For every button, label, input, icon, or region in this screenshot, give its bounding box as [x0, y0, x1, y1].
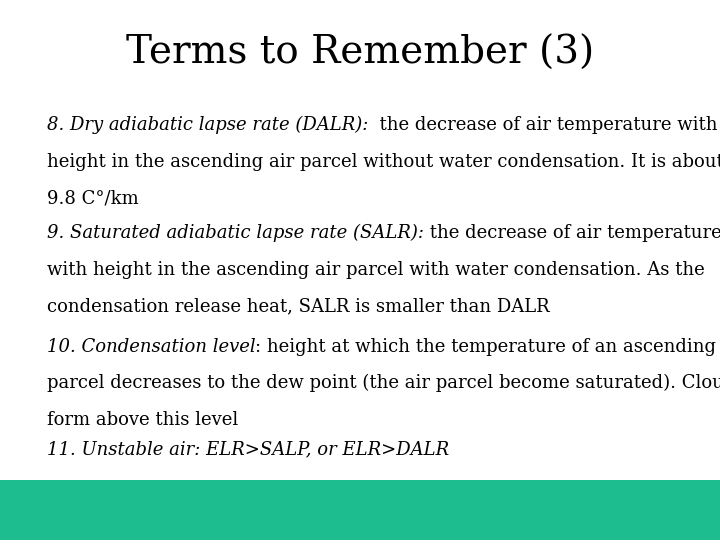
Text: 9. Saturated adiabatic lapse rate (SALR):: 9. Saturated adiabatic lapse rate (SALR)… — [47, 224, 424, 242]
Text: the decrease of air temperature with: the decrease of air temperature with — [368, 116, 718, 134]
Bar — [0, 480, 720, 540]
Text: condensation release heat, SALR is smaller than DALR: condensation release heat, SALR is small… — [47, 298, 549, 315]
Text: 10. Condensation level: 10. Condensation level — [47, 338, 256, 355]
Text: 11. Unstable air: ELR>SALP, or ELR>DALR: 11. Unstable air: ELR>SALP, or ELR>DALR — [47, 440, 449, 458]
Text: height in the ascending air parcel without water condensation. It is about: height in the ascending air parcel witho… — [47, 153, 720, 171]
Text: Terms to Remember (3): Terms to Remember (3) — [126, 35, 594, 72]
Text: parcel decreases to the dew point (the air parcel become saturated). Clouds: parcel decreases to the dew point (the a… — [47, 374, 720, 393]
Text: 9.8 C°/km: 9.8 C°/km — [47, 190, 138, 207]
Text: with height in the ascending air parcel with water condensation. As the: with height in the ascending air parcel … — [47, 261, 705, 279]
Text: form above this level: form above this level — [47, 411, 238, 429]
Text: : height at which the temperature of an ascending air: : height at which the temperature of an … — [256, 338, 720, 355]
Text: the decrease of air temperature: the decrease of air temperature — [424, 224, 720, 242]
Text: 8. Dry adiabatic lapse rate (DALR):: 8. Dry adiabatic lapse rate (DALR): — [47, 116, 368, 134]
